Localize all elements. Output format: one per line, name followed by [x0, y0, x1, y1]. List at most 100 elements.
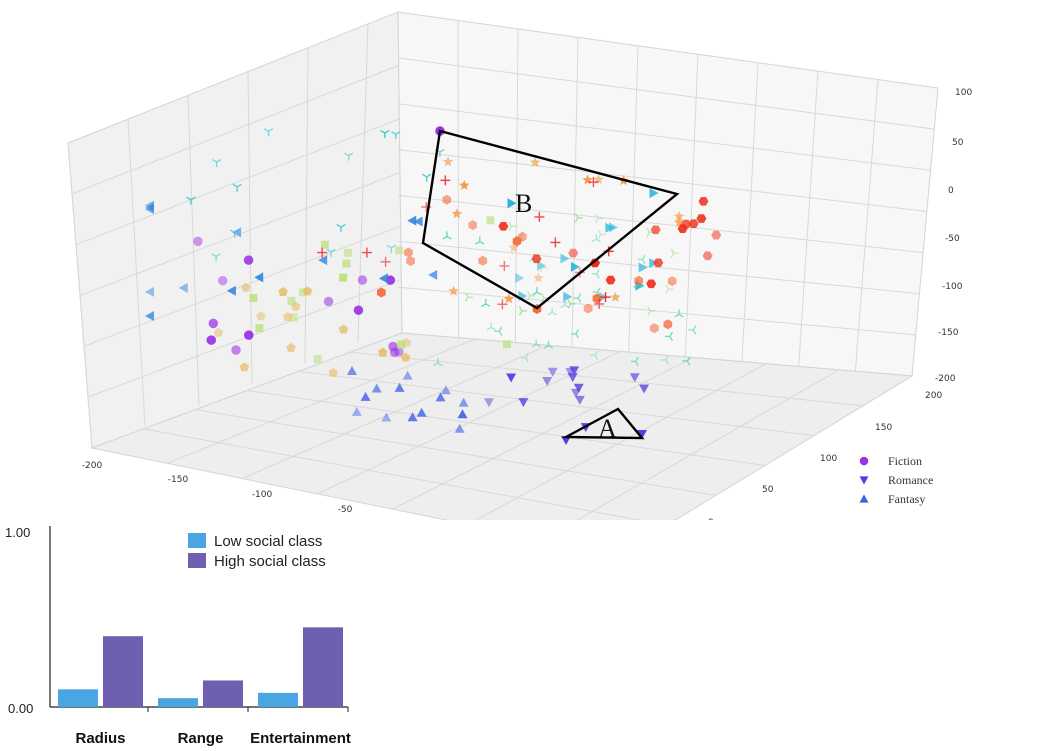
legend-entry: Romance — [888, 473, 933, 487]
scatter-point — [442, 156, 454, 167]
scatter-point — [145, 310, 154, 321]
bar-legend: Low social class High social class — [188, 533, 326, 570]
scatter-point — [610, 291, 621, 302]
bar-ytick-top: 1.00 — [5, 525, 30, 540]
z-tick-label: 100 — [955, 88, 972, 98]
scatter-point — [395, 246, 404, 255]
scatter-point — [391, 131, 401, 140]
scatter-point — [318, 255, 328, 266]
scatter-point — [595, 213, 604, 224]
scatter-point — [507, 198, 517, 209]
scatter-point — [478, 255, 488, 266]
scatter-point — [634, 275, 643, 286]
scatter-point — [533, 272, 544, 283]
scatter-point — [673, 211, 685, 221]
scatter-point — [547, 367, 558, 377]
scatter-point — [650, 323, 659, 334]
scatter-point — [609, 222, 619, 233]
scatter-point — [563, 291, 573, 302]
scatter-point — [406, 256, 415, 266]
scatter-point — [287, 296, 296, 305]
scatter-point — [486, 322, 496, 331]
scatter-point — [291, 301, 301, 311]
scatter-point — [702, 251, 713, 261]
scatter-point — [561, 436, 571, 445]
scatter-point — [574, 213, 583, 223]
scatter-point — [859, 494, 869, 503]
scatter-point — [570, 261, 580, 272]
scatter-point — [442, 194, 452, 205]
scatter-point — [532, 287, 542, 296]
scatter-point — [145, 200, 154, 211]
scatter-point — [590, 258, 600, 268]
scatter-point — [696, 214, 707, 223]
scatter-point — [508, 221, 517, 231]
scatter-point — [231, 345, 241, 355]
scatter-point — [386, 244, 397, 253]
scatter-point — [547, 307, 557, 316]
scatter-point — [317, 247, 328, 258]
scatter-point — [569, 366, 580, 376]
scatter-point — [674, 217, 685, 227]
scatter-point — [653, 258, 664, 268]
scatter-point — [681, 219, 692, 229]
scatter-point — [357, 275, 368, 285]
scatter-point — [213, 327, 224, 337]
scatter-point — [688, 325, 697, 335]
scatter-point — [378, 273, 388, 284]
scatter-point — [498, 222, 509, 231]
scatter-point — [380, 130, 390, 139]
scatter-point — [211, 159, 222, 168]
bar-category-label: Radius — [75, 730, 125, 747]
scatter-point — [385, 275, 396, 285]
scatter-point — [629, 373, 640, 383]
x-axis-ticks: -200-150-100-50050100 — [82, 461, 353, 515]
scatter-point — [428, 269, 438, 280]
scatter-point — [537, 260, 547, 271]
scatter-point — [218, 275, 228, 286]
scatter-point — [688, 219, 699, 229]
scatter-point — [353, 305, 364, 315]
scatter-point — [451, 208, 463, 219]
x-tick-label: -50 — [338, 505, 353, 515]
scatter-point — [518, 231, 527, 242]
scatter-point — [457, 409, 468, 419]
scatter-point — [529, 157, 541, 167]
scatter-point — [464, 292, 473, 302]
scatter-point — [458, 397, 469, 407]
scatter-point — [339, 273, 348, 282]
region-b-label: B — [515, 189, 532, 218]
scatter-point — [239, 362, 250, 372]
scatter-point — [574, 395, 585, 405]
scatter-point — [663, 319, 673, 330]
scatter-point — [244, 330, 254, 340]
scatter-point — [486, 216, 495, 225]
scatter-point — [481, 298, 491, 308]
scatter-point — [211, 253, 221, 262]
scatter-3d-chart: B A -200 -150 -100 -50 0 50 100 -50 0 50 100 150 20… — [67, 11, 972, 520]
scatter-point — [440, 175, 451, 186]
scatter-point — [527, 291, 536, 301]
scatter-point — [361, 247, 372, 258]
scatter-point — [323, 296, 334, 307]
scatter-point — [381, 412, 392, 422]
bar-ytick-bottom: 0.00 — [8, 701, 33, 716]
y-tick-label: 100 — [820, 454, 837, 464]
y-axis-ticks: -50050100150200 — [708, 391, 942, 520]
scatter-point — [380, 256, 391, 267]
scatter-point — [534, 211, 545, 222]
scatter-point — [468, 220, 477, 231]
scatter-point — [597, 229, 606, 240]
scatter-point — [503, 340, 512, 349]
scatter-point — [208, 318, 219, 329]
scatter-point — [397, 340, 406, 349]
scatter-point — [518, 306, 527, 316]
scatter-point — [711, 230, 722, 240]
scatter-point — [388, 341, 398, 352]
y-tick-label: 150 — [875, 423, 892, 433]
scatter-point — [859, 456, 869, 466]
scatter-point — [313, 355, 322, 364]
scatter-point — [371, 383, 382, 393]
scatter-point — [255, 324, 264, 333]
bar-category-label: Range — [178, 730, 224, 747]
